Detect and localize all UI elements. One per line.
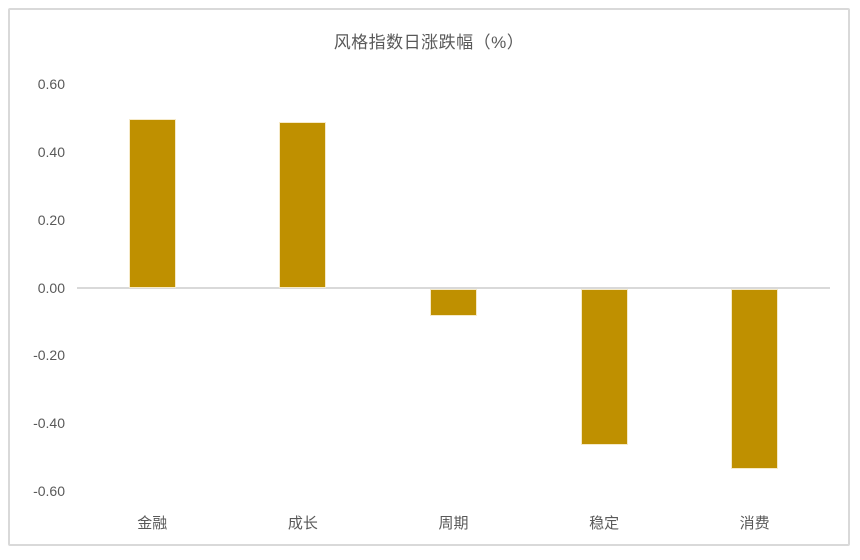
y-axis-tick-label: 0.00 — [37, 279, 65, 296]
x-axis-category-label: 周期 — [438, 515, 469, 532]
bar-稳定 — [580, 289, 628, 445]
x-axis-category-label: 成长 — [287, 515, 318, 532]
bar-消费 — [731, 289, 779, 469]
bar-周期 — [430, 289, 477, 317]
y-axis-tick-label: -0.40 — [33, 415, 65, 432]
x-axis-category-label: 金融 — [137, 515, 168, 532]
bar-成长 — [279, 121, 327, 288]
y-axis-tick-label: 0.20 — [37, 211, 65, 228]
x-axis-category-label: 稳定 — [589, 515, 620, 532]
y-axis-tick-label: 0.40 — [37, 143, 65, 160]
bar-金融 — [128, 118, 176, 288]
chart-title: 风格指数日涨跌幅（%） — [333, 33, 525, 52]
zero-axis-line — [77, 286, 830, 289]
y-axis-tick-label: -0.60 — [33, 482, 65, 499]
y-axis-tick-label: 0.60 — [37, 76, 65, 93]
y-axis-tick-label: -0.20 — [33, 347, 65, 364]
x-axis-category-label: 消费 — [739, 515, 770, 532]
